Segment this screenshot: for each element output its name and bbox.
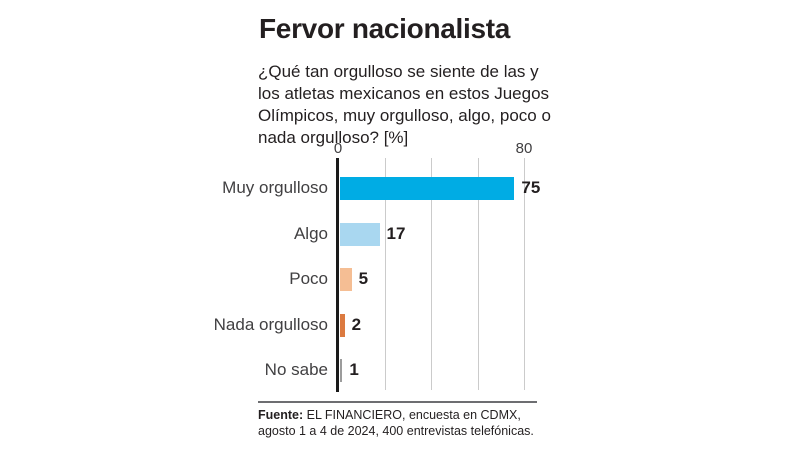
source-note: Fuente: EL FINANCIERO, encuesta en CDMX,… [258,407,558,439]
chart-subtitle-question: ¿Qué tan orgulloso se siente de las y lo… [258,62,551,147]
bar-muy-orgulloso [340,176,515,200]
y-axis-line [336,158,339,392]
value-label: 17 [386,224,406,243]
axis-tick-label-0: 0 [333,140,343,157]
axis-tick-label-80: 80 [515,140,533,157]
gridline-20 [384,158,386,390]
value-label: 1 [349,360,359,379]
bar-algo [340,222,380,246]
category-label: Poco [289,269,328,288]
bar-poco [340,267,352,291]
value-label: 5 [358,269,369,288]
bar-wrap: 17 [340,222,406,246]
chart-row-no-sabe: No sabe 1 [180,347,570,393]
bar-no-sabe [340,358,343,382]
category-label: Muy orgulloso [222,178,328,197]
bar-wrap: 5 [340,267,369,291]
gridline-60 [477,158,479,390]
bar-wrap: 2 [340,313,362,337]
value-label: 75 [521,178,541,197]
bar-wrap: 1 [340,358,359,382]
chart-row-muy-orgulloso: Muy orgulloso 75 [180,165,570,211]
category-label: Nada orgulloso [213,315,328,334]
gridline-40 [431,158,432,390]
source-separator-rule [258,401,537,403]
category-label: No sabe [264,360,328,379]
bar-wrap: 75 [340,176,541,200]
page-title: Fervor nacionalista [259,13,511,44]
chart-row-algo: Algo 17 [180,211,570,257]
gridline-80 [524,158,525,390]
bar-nada-orgulloso [340,313,345,337]
source-label: Fuente: [258,408,304,422]
category-label: Algo [293,224,328,243]
source-text: EL FINANCIERO, encuesta en CDMX, agosto … [258,408,534,438]
chart-row-nada-orgulloso: Nada orgulloso 2 [180,302,570,348]
chart-row-poco: Poco 5 [180,256,570,302]
value-label: 2 [351,315,362,334]
